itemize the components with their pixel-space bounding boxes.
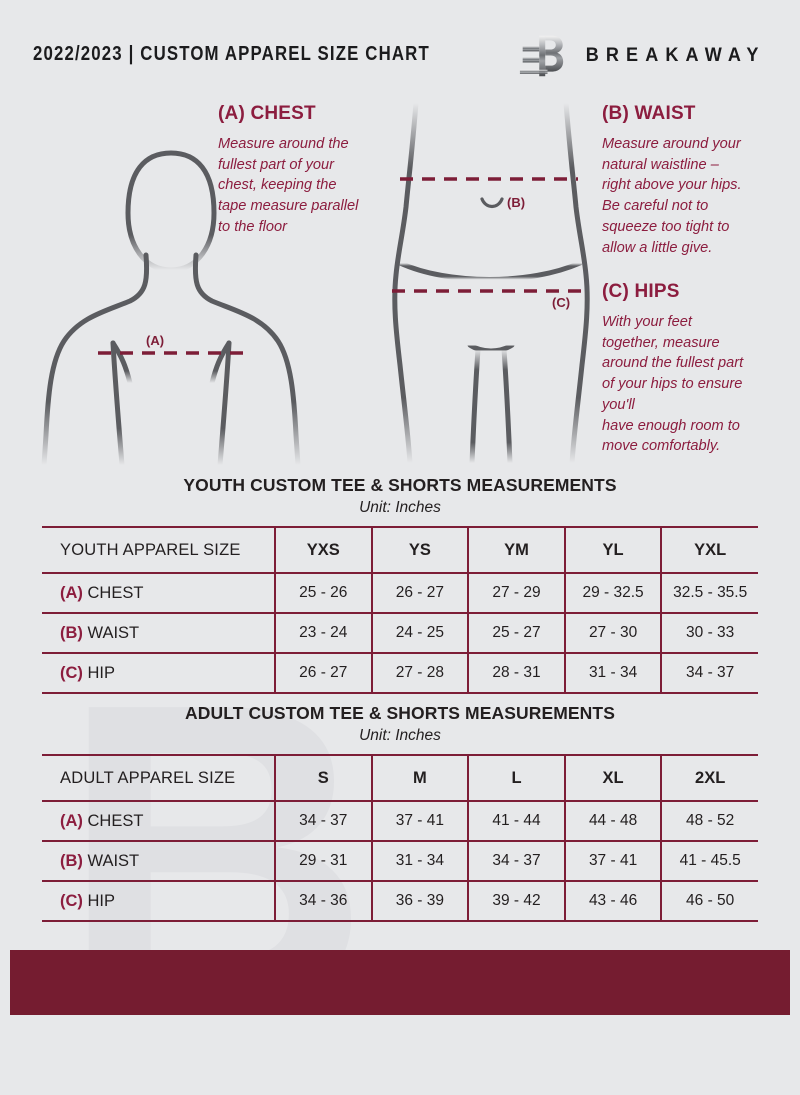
measurement-cell: 25 - 27 xyxy=(468,612,566,654)
measurement-cell: 29 - 32.5 xyxy=(564,572,663,614)
brand-lockup: BREAKAWAY xyxy=(519,33,770,79)
measurement-cell: 48 - 52 xyxy=(661,800,758,842)
measurement-cell: 44 - 48 xyxy=(564,800,663,842)
table-row: (B) WAIST 23 - 24 24 - 25 25 - 27 27 - 30 30 … xyxy=(42,612,758,654)
adult-size-table: ADULT APPAREL SIZE S M L XL 2XL (A) CHEST 34 - … xyxy=(42,754,758,922)
page-title: 2022/2023 | CUSTOM APPAREL SIZE CHART xyxy=(33,42,430,65)
info-block-waist: (B) WAIST Measure around your natural wa… xyxy=(602,103,782,258)
info-block-chest: (A) CHEST Measure around the fullest par… xyxy=(218,103,403,238)
info-body-hips: With your feet together, measure around … xyxy=(602,314,744,455)
info-body-chest: Measure around the fullest part of your … xyxy=(218,136,359,235)
size-column-header: S xyxy=(275,754,373,801)
adult-size-table-block: ADULT CUSTOM TEE & SHORTS MEASUREMENTS U… xyxy=(42,703,758,922)
table-row: (A) CHEST 34 - 37 37 - 41 41 - 44 44 - 48 48 … xyxy=(42,800,758,842)
adult-table-unit: Unit: Inches xyxy=(359,727,441,744)
measurement-cell: 27 - 30 xyxy=(564,612,663,654)
info-body-waist: Measure around your natural waistline – … xyxy=(602,136,742,256)
youth-table-title: YOUTH CUSTOM TEE & SHORTS MEASUREMENTS xyxy=(183,475,617,495)
brand-wordmark: BREAKAWAY xyxy=(585,45,766,66)
table-corner-header: YOUTH APPAREL SIZE xyxy=(42,526,276,573)
measurement-cell: 46 - 50 xyxy=(661,880,758,922)
size-column-header: L xyxy=(468,754,566,801)
measurement-cell: 41 - 45.5 xyxy=(661,840,758,882)
size-column-header: M xyxy=(371,754,470,801)
info-title-hips: (C) HIPS xyxy=(602,281,680,302)
marker-c-label: (C) xyxy=(552,295,571,310)
measurement-row-label: (C) HIP xyxy=(42,652,276,694)
measurement-cell: 27 - 29 xyxy=(468,572,566,614)
measurement-row-label: (B) WAIST xyxy=(42,840,276,882)
youth-table-body: YOUTH APPAREL SIZE YXS YS YM YL YXL (A) CHEST 2… xyxy=(42,526,758,694)
measurement-row-label: (C) HIP xyxy=(42,880,276,922)
info-block-hips: (C) HIPS With your feet together, measur… xyxy=(602,281,787,457)
measurement-cell: 26 - 27 xyxy=(371,572,470,614)
measurement-tag: (A) xyxy=(60,811,83,830)
size-column-header: YM xyxy=(468,526,566,573)
measurement-cell: 39 - 42 xyxy=(468,880,566,922)
measurement-cell: 43 - 46 xyxy=(564,880,663,922)
measurement-cell: 34 - 37 xyxy=(661,652,758,694)
table-header-row: ADULT APPAREL SIZE S M L XL 2XL xyxy=(42,754,758,801)
measurement-cell: 31 - 34 xyxy=(564,652,663,694)
navel-detail xyxy=(480,197,504,209)
table-row: (C) HIP 34 - 36 36 - 39 39 - 42 43 - 46 46 - … xyxy=(42,880,758,922)
human-hips-front-icon xyxy=(392,103,590,463)
measurement-cell: 34 - 37 xyxy=(468,840,566,882)
measurement-tag: (B) xyxy=(60,851,83,870)
page-header: 2022/2023 | CUSTOM APPAREL SIZE CHART xyxy=(0,0,800,95)
youth-size-table-block: YOUTH CUSTOM TEE & SHORTS MEASUREMENTS U… xyxy=(42,475,758,694)
measurement-cell: 28 - 31 xyxy=(468,652,566,694)
measurement-row-label: (A) CHEST xyxy=(42,800,276,842)
measurement-cell: 37 - 41 xyxy=(371,800,470,842)
table-row: (A) CHEST 25 - 26 26 - 27 27 - 29 29 - 32.5 3… xyxy=(42,572,758,614)
marker-a-label: (A) xyxy=(146,333,165,348)
size-column-header: XL xyxy=(564,754,663,801)
measurement-cell: 27 - 28 xyxy=(371,652,470,694)
size-column-header: YL xyxy=(564,526,663,573)
human-torso-front-icon xyxy=(41,150,301,465)
measurement-cell: 34 - 37 xyxy=(275,800,373,842)
measurement-tag: (C) xyxy=(60,663,83,682)
adult-table-body: ADULT APPAREL SIZE S M L XL 2XL (A) CHEST 34 - … xyxy=(42,754,758,922)
measurement-cell: 24 - 25 xyxy=(371,612,470,654)
size-column-header: YXS xyxy=(275,526,373,573)
measurement-diagram: (A) (B) (C) xyxy=(0,95,800,470)
adult-table-title: ADULT CUSTOM TEE & SHORTS MEASUREMENTS xyxy=(185,703,615,723)
measurement-row-label: (B) WAIST xyxy=(42,612,276,654)
measurement-tag: (A) xyxy=(60,583,83,602)
measurement-cell: 31 - 34 xyxy=(371,840,470,882)
marker-b-label: (B) xyxy=(507,195,526,210)
size-column-header: YXL xyxy=(661,526,758,573)
youth-table-unit: Unit: Inches xyxy=(359,499,441,516)
breakaway-b-monogram-icon xyxy=(519,35,563,77)
info-title-chest: (A) CHEST xyxy=(218,103,316,124)
measurement-row-label: (A) CHEST xyxy=(42,572,276,614)
measurement-cell: 29 - 31 xyxy=(275,840,373,882)
measurement-cell: 23 - 24 xyxy=(275,612,373,654)
measurement-cell: 37 - 41 xyxy=(564,840,663,882)
footer-bar xyxy=(10,950,790,1015)
table-header-row: YOUTH APPAREL SIZE YXS YS YM YL YXL xyxy=(42,526,758,573)
table-row: (C) HIP 26 - 27 27 - 28 28 - 31 31 - 34 34 - … xyxy=(42,652,758,694)
measurement-cell: 32.5 - 35.5 xyxy=(661,572,758,614)
measurement-tag: (B) xyxy=(60,623,83,642)
measurement-tag: (C) xyxy=(60,891,83,910)
table-corner-header: ADULT APPAREL SIZE xyxy=(42,754,276,801)
measurement-cell: 25 - 26 xyxy=(275,572,373,614)
measurement-cell: 26 - 27 xyxy=(275,652,373,694)
measurement-cell: 30 - 33 xyxy=(661,612,758,654)
measurement-cell: 41 - 44 xyxy=(468,800,566,842)
table-row: (B) WAIST 29 - 31 31 - 34 34 - 37 37 - 41 41 … xyxy=(42,840,758,882)
info-title-waist: (B) WAIST xyxy=(602,103,696,124)
measurement-cell: 34 - 36 xyxy=(275,880,373,922)
size-column-header: 2XL xyxy=(661,754,758,801)
measurement-cell: 36 - 39 xyxy=(371,880,470,922)
size-column-header: YS xyxy=(371,526,470,573)
youth-size-table: YOUTH APPAREL SIZE YXS YS YM YL YXL (A) CHEST 2… xyxy=(42,526,758,694)
